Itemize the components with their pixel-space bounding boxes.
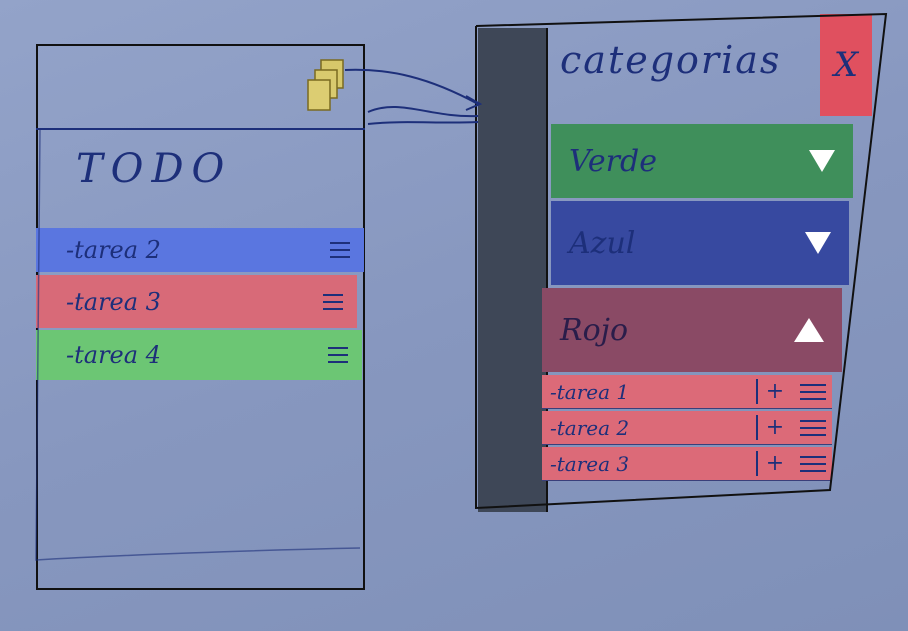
category-azul[interactable]: Azul (551, 201, 849, 285)
subtask-label: -tarea 3 (550, 451, 630, 476)
hamburger-icon[interactable] (328, 347, 348, 363)
task-label: -tarea 2 (66, 236, 161, 264)
category-label: Verde (569, 143, 657, 179)
triangle-down-icon[interactable] (805, 232, 831, 254)
task-label: -tarea 4 (66, 341, 161, 369)
category-verde[interactable]: Verde (551, 124, 853, 198)
todo-title: TODO (76, 146, 233, 192)
task-row[interactable]: -tarea 3 (36, 275, 357, 328)
subtask-row[interactable]: -tarea 1 + (542, 375, 832, 409)
hamburger-icon[interactable] (330, 242, 350, 258)
task-row[interactable]: -tarea 4 (36, 330, 362, 380)
category-label: Rojo (560, 312, 629, 348)
hamburger-icon[interactable] (800, 383, 826, 400)
triangle-down-icon[interactable] (809, 150, 835, 172)
categories-title: categorias (560, 38, 782, 82)
plus-icon[interactable]: + (756, 451, 792, 476)
category-label: Azul (569, 225, 636, 261)
subtask-label: -tarea 2 (550, 415, 630, 440)
task-row[interactable]: -tarea 2 (36, 228, 364, 272)
hamburger-icon[interactable] (323, 293, 343, 310)
header-divider (36, 128, 365, 130)
hamburger-icon[interactable] (800, 419, 826, 436)
plus-icon[interactable]: + (756, 379, 792, 404)
triangle-up-icon[interactable] (794, 318, 824, 342)
subtask-label: -tarea 1 (550, 379, 630, 404)
drawer-shadow-strip (478, 28, 548, 512)
hamburger-icon[interactable] (800, 455, 826, 472)
folder-stack-icon[interactable] (305, 56, 347, 116)
category-rojo[interactable]: Rojo (542, 288, 842, 372)
task-label: -tarea 3 (66, 287, 161, 316)
close-icon: X (833, 45, 859, 85)
subtask-row[interactable]: -tarea 3 + (542, 447, 832, 481)
subtask-row[interactable]: -tarea 2 + (542, 411, 832, 445)
plus-icon[interactable]: + (756, 415, 792, 440)
close-button[interactable]: X (820, 14, 872, 116)
